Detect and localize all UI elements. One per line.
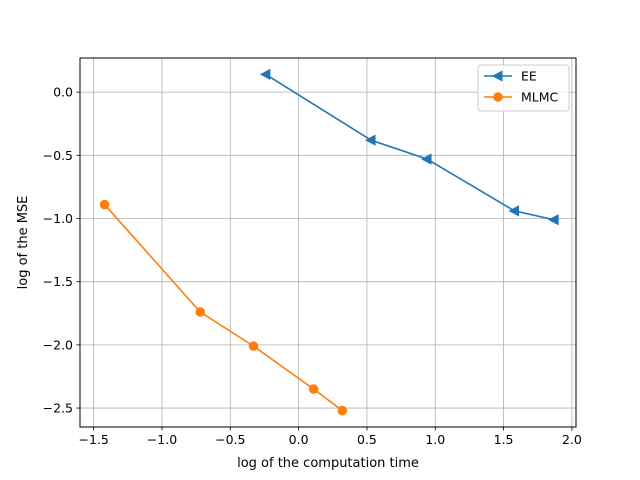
series-mlmc (99, 199, 348, 416)
series-ee (259, 68, 559, 226)
data-point-mlmc (195, 307, 206, 317)
legend: EE MLMC (477, 64, 570, 112)
y-axis-label: log of the MSE (16, 196, 31, 290)
grid (80, 58, 576, 427)
x-tick-label: −1.5 (78, 432, 108, 447)
axis-ticks: −1.5 −1.0 −0.5 0.0 0.5 1.0 1.5 2.0 0.0 −0.5 −1.0 −1… (43, 85, 582, 447)
legend-entry-ee: EE (484, 69, 537, 84)
x-tick-label: 1.5 (494, 432, 514, 447)
y-tick-label: −1.5 (43, 274, 73, 289)
series-layer (99, 68, 559, 416)
data-point-mlmc (308, 384, 319, 394)
data-point-ee (259, 68, 271, 81)
y-tick-label: −2.5 (43, 401, 73, 416)
x-tick-label: −1.0 (147, 432, 177, 447)
legend-marker-ee (491, 70, 503, 82)
y-tick-label: −0.5 (43, 148, 73, 163)
y-tick-label: −2.0 (43, 337, 73, 352)
data-point-ee (421, 153, 432, 165)
data-point-mlmc (337, 405, 348, 416)
y-tick-label: 0.0 (53, 85, 73, 100)
data-point-ee (548, 214, 559, 226)
x-tick-label: 1.0 (425, 432, 445, 447)
data-point-ee (364, 134, 376, 146)
x-tick-label: 2.0 (562, 432, 582, 447)
legend-entry-mlmc: MLMC (484, 90, 559, 105)
legend-label-ee: EE (521, 69, 537, 84)
legend-marker-mlmc (493, 92, 503, 102)
legend-label-mlmc: MLMC (521, 90, 559, 105)
data-point-mlmc (99, 199, 110, 210)
x-tick-label: 0.0 (289, 432, 309, 447)
x-axis-label: log of the computation time (237, 456, 419, 471)
data-point-ee (508, 205, 520, 217)
data-point-mlmc (248, 341, 259, 351)
y-tick-label: −1.0 (43, 211, 73, 226)
x-tick-label: −0.5 (215, 432, 245, 447)
plot-frame (79, 57, 577, 428)
x-tick-label: 0.5 (357, 432, 377, 447)
